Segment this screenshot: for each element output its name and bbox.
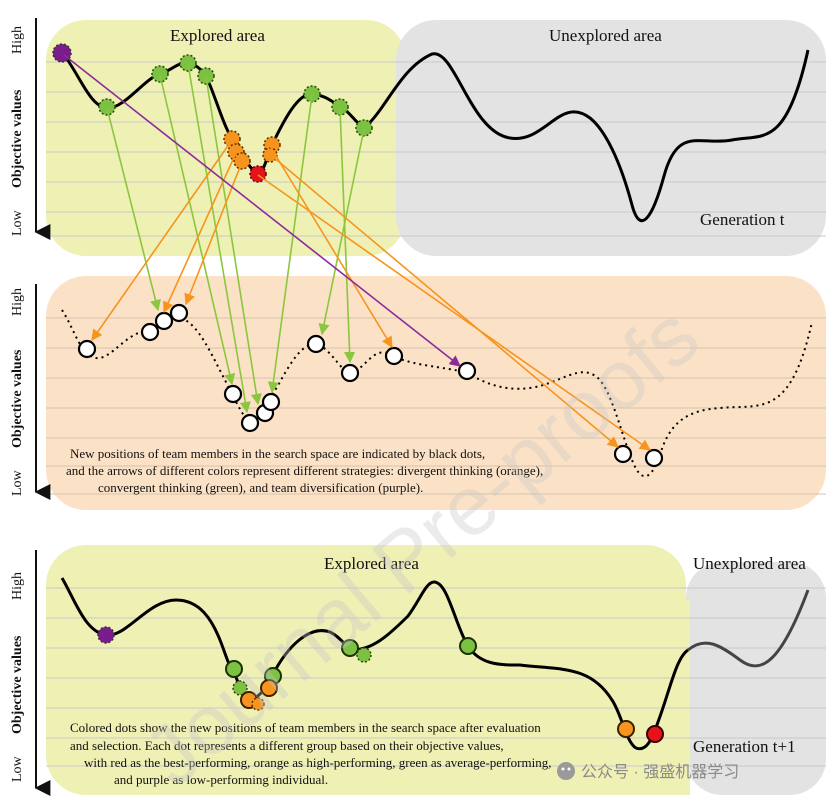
caption-line-3: with red as the best-performing, orange … [84,755,551,770]
caption-line-4: and purple as low-performing individual. [114,772,328,787]
y-axis-label: Objective values [10,349,25,448]
unexplored-area-label: Unexplored area [549,26,662,45]
caption-line-2: and selection. Each dot represents a dif… [70,738,504,753]
panel-generation-t-plus-1: High Low Objective values Explored area … [10,545,826,796]
axis-high-label: High [10,26,25,54]
panel-generation-t: High Low Objective values Explored area … [10,18,826,256]
caption-line-1: New positions of team members in the sea… [70,446,485,461]
generation-label: Generation t+1 [693,737,796,756]
wechat-icon [557,762,575,780]
explored-area-label: Explored area [324,554,419,573]
wechat-badge: 公众号 · 强盛机器学习 [557,762,739,781]
axis-high-label: High [10,572,25,600]
explored-region [46,545,686,795]
y-axis-label: Objective values [10,89,25,188]
caption-line-1: Colored dots show the new positions of t… [70,720,541,735]
grid-lines [46,61,826,237]
caption-line-2: and the arrows of different colors repre… [66,463,543,478]
grid-lines [46,317,826,495]
axis-high-label: High [10,288,25,316]
divergent-arrows [91,139,651,451]
explored-area-label: Explored area [170,26,265,45]
panel-new-positions: High Low Objective values New positions … [10,276,826,510]
green-individuals-dashed [232,647,372,696]
unexplored-region [396,20,826,256]
axis-low-label: Low [10,209,25,236]
red-individual [646,725,664,743]
diversification-arrow [63,54,461,367]
wechat-label: 公众号 · 强盛机器学习 [581,763,739,781]
objective-curve-unexplored [687,589,810,668]
orange-individual-dashed [251,697,265,711]
axis-low-label: Low [10,469,25,496]
grid-lines [46,587,826,767]
caption-line-3: convergent thinking (green), and team di… [98,480,423,495]
generation-label: Generation t [700,210,785,229]
y-axis-label: Objective values [10,635,25,734]
purple-individual [97,626,115,644]
axis-low-label: Low [10,755,25,782]
green-individuals [98,54,373,137]
convergent-arrows [106,63,365,414]
unexplored-area-label: Unexplored area [693,554,806,573]
orange-individuals [223,130,281,170]
new-positions [77,303,664,468]
